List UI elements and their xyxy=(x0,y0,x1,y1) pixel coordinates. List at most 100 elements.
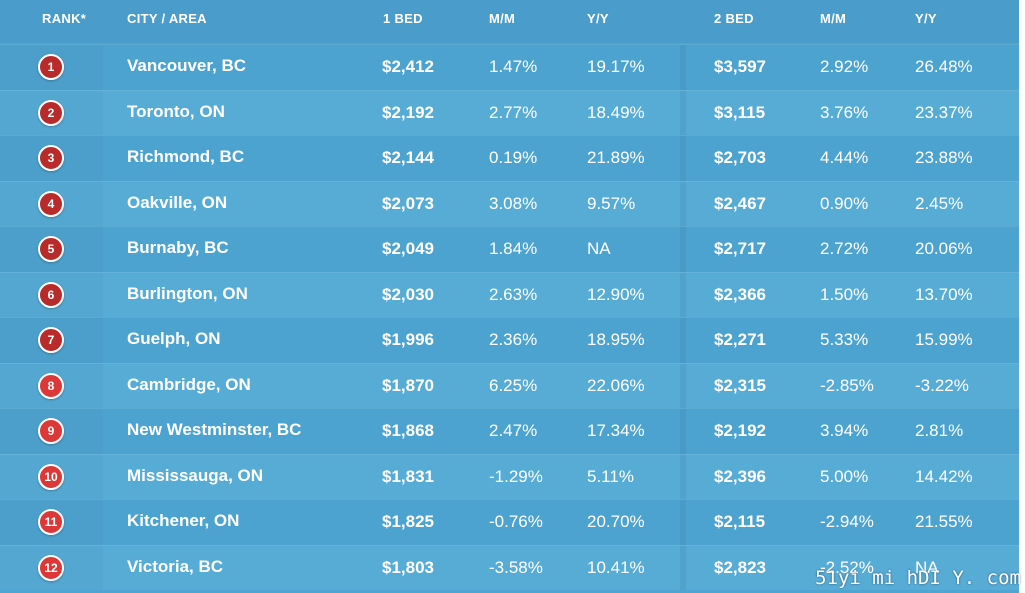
one-bed-price-cell: $2,030 xyxy=(382,284,434,304)
header-city: CITY / AREA xyxy=(127,11,207,26)
table-row: 5 Burnaby, BC $2,049 1.84% NA $2,717 2.72% 20.0… xyxy=(0,226,1019,272)
one-bed-mm-cell: 2.77% xyxy=(489,102,538,122)
two-bed-price-cell: $2,192 xyxy=(714,421,766,440)
one-bed-yy-cell: 20.70% xyxy=(587,512,645,531)
header-yy-one-bed: Y/Y xyxy=(587,11,609,26)
one-bed-price-cell: $1,870 xyxy=(382,375,434,395)
two-bed-yy-cell: 26.48% xyxy=(915,57,973,76)
two-bed-yy-cell: 15.99% xyxy=(915,330,973,349)
one-bed-price-cell: $1,996 xyxy=(382,330,434,349)
city-cell: Kitchener, ON xyxy=(127,511,240,530)
column-divider xyxy=(680,272,686,317)
one-bed-mm-cell: 2.47% xyxy=(489,421,538,440)
two-bed-mm-cell: 2.72% xyxy=(820,239,869,258)
city-cell: New Westminster, BC xyxy=(127,420,302,439)
two-bed-mm-cell: 3.76% xyxy=(820,102,869,122)
one-bed-yy-cell: 12.90% xyxy=(587,284,645,304)
one-bed-price-cell: $1,803 xyxy=(382,557,434,577)
two-bed-yy-cell: -3.22% xyxy=(915,375,969,395)
table-row: 10 Mississauga, ON $1,831 -1.29% 5.11% $2,396… xyxy=(0,453,1019,499)
one-bed-yy-cell: 21.89% xyxy=(587,148,645,167)
table-row: 8 Cambridge, ON $1,870 6.25% 22.06% $2,315 -2.… xyxy=(0,362,1019,408)
one-bed-yy-cell: 9.57% xyxy=(587,193,636,213)
one-bed-mm-cell: -3.58% xyxy=(489,557,543,577)
city-cell: Vancouver, BC xyxy=(127,56,247,75)
one-bed-price-cell: $2,073 xyxy=(382,193,434,213)
table-row: 6 Burlington, ON $2,030 2.63% 12.90% $2,366 1.… xyxy=(0,271,1019,317)
two-bed-yy-cell: 21.55% xyxy=(915,512,973,531)
two-bed-yy-cell: 14.42% xyxy=(915,466,973,486)
one-bed-mm-cell: -0.76% xyxy=(489,512,543,531)
header-one-bed: 1 BED xyxy=(383,11,423,26)
one-bed-price-cell: $2,049 xyxy=(382,239,434,258)
header-mm-one-bed: M/M xyxy=(489,11,516,26)
city-cell: Toronto, ON xyxy=(127,101,225,121)
two-bed-mm-cell: 3.94% xyxy=(820,421,869,440)
one-bed-price-cell: $1,831 xyxy=(382,466,434,486)
column-divider xyxy=(680,45,686,90)
one-bed-mm-cell: 0.19% xyxy=(489,148,538,167)
two-bed-mm-cell: 5.00% xyxy=(820,466,869,486)
rank-badge: 12 xyxy=(38,554,64,581)
two-bed-price-cell: $2,703 xyxy=(714,148,766,167)
rank-badge: 9 xyxy=(38,418,64,444)
table-row: 9 New Westminster, BC $1,868 2.47% 17.34% $2,… xyxy=(0,408,1019,454)
one-bed-price-cell: $2,144 xyxy=(382,148,434,167)
rank-badge: 11 xyxy=(38,509,64,535)
two-bed-yy-cell: 2.81% xyxy=(915,421,964,440)
one-bed-yy-cell: 19.17% xyxy=(587,57,645,76)
column-divider xyxy=(680,90,686,135)
city-cell: Mississauga, ON xyxy=(127,465,264,485)
two-bed-yy-cell: 13.70% xyxy=(915,284,973,304)
one-bed-price-cell: $1,825 xyxy=(382,512,434,531)
one-bed-yy-cell: 22.06% xyxy=(587,375,645,395)
one-bed-yy-cell: 17.34% xyxy=(587,421,645,440)
rank-badge: 6 xyxy=(38,281,64,308)
two-bed-price-cell: $2,115 xyxy=(714,512,766,531)
two-bed-price-cell: $2,366 xyxy=(714,284,766,304)
two-bed-price-cell: $2,271 xyxy=(714,330,766,349)
header-rank: RANK* xyxy=(42,11,87,26)
two-bed-price-cell: $2,315 xyxy=(714,375,766,395)
one-bed-mm-cell: 1.47% xyxy=(489,57,538,76)
rank-badge: 2 xyxy=(38,99,64,126)
table-header: RANK* CITY / AREA 1 BED M/M Y/Y 2 BED M/… xyxy=(0,0,1019,43)
one-bed-yy-cell: 18.95% xyxy=(587,330,645,349)
column-divider xyxy=(680,500,686,545)
rank-badge: 8 xyxy=(38,372,64,399)
rank-badge: 7 xyxy=(38,327,64,353)
rank-badge: 3 xyxy=(38,145,64,171)
column-divider xyxy=(680,545,686,590)
city-cell: Victoria, BC xyxy=(127,556,224,576)
two-bed-price-cell: $2,396 xyxy=(714,466,766,486)
column-divider xyxy=(680,363,686,408)
table-row: 12 Victoria, BC $1,803 -3.58% 10.41% $2,823 -2… xyxy=(0,544,1019,590)
table-row: 3 Richmond, BC $2,144 0.19% 21.89% $2,703 4.44… xyxy=(0,135,1019,181)
page-edge xyxy=(1019,0,1025,593)
one-bed-yy-cell: NA xyxy=(587,239,611,258)
two-bed-mm-cell: 0.90% xyxy=(820,193,869,213)
two-bed-yy-cell: 2.45% xyxy=(915,193,964,213)
two-bed-mm-cell: 4.44% xyxy=(820,148,869,167)
two-bed-mm-cell: -2.85% xyxy=(820,375,874,395)
one-bed-mm-cell: 2.36% xyxy=(489,330,538,349)
two-bed-price-cell: $3,115 xyxy=(714,102,766,122)
city-cell: Cambridge, ON xyxy=(127,374,251,394)
rank-badge: 1 xyxy=(38,54,64,80)
two-bed-yy-cell: 20.06% xyxy=(915,239,973,258)
header-mm-two-bed: M/M xyxy=(820,11,847,26)
rank-badge: 10 xyxy=(38,463,64,490)
two-bed-yy-cell: NA xyxy=(915,557,939,577)
one-bed-yy-cell: 18.49% xyxy=(587,102,645,122)
one-bed-mm-cell: 2.63% xyxy=(489,284,538,304)
one-bed-mm-cell: -1.29% xyxy=(489,466,543,486)
column-divider xyxy=(680,454,686,499)
two-bed-mm-cell: -2.52% xyxy=(820,557,874,577)
city-cell: Guelph, ON xyxy=(127,329,221,348)
table-row: 1 Vancouver, BC $2,412 1.47% 19.17% $3,597 2.9… xyxy=(0,44,1019,90)
one-bed-mm-cell: 1.84% xyxy=(489,239,538,258)
one-bed-yy-cell: 5.11% xyxy=(587,466,634,486)
column-divider xyxy=(680,136,686,181)
table-row: 4 Oakville, ON $2,073 3.08% 9.57% $2,467 0.90%… xyxy=(0,180,1019,226)
